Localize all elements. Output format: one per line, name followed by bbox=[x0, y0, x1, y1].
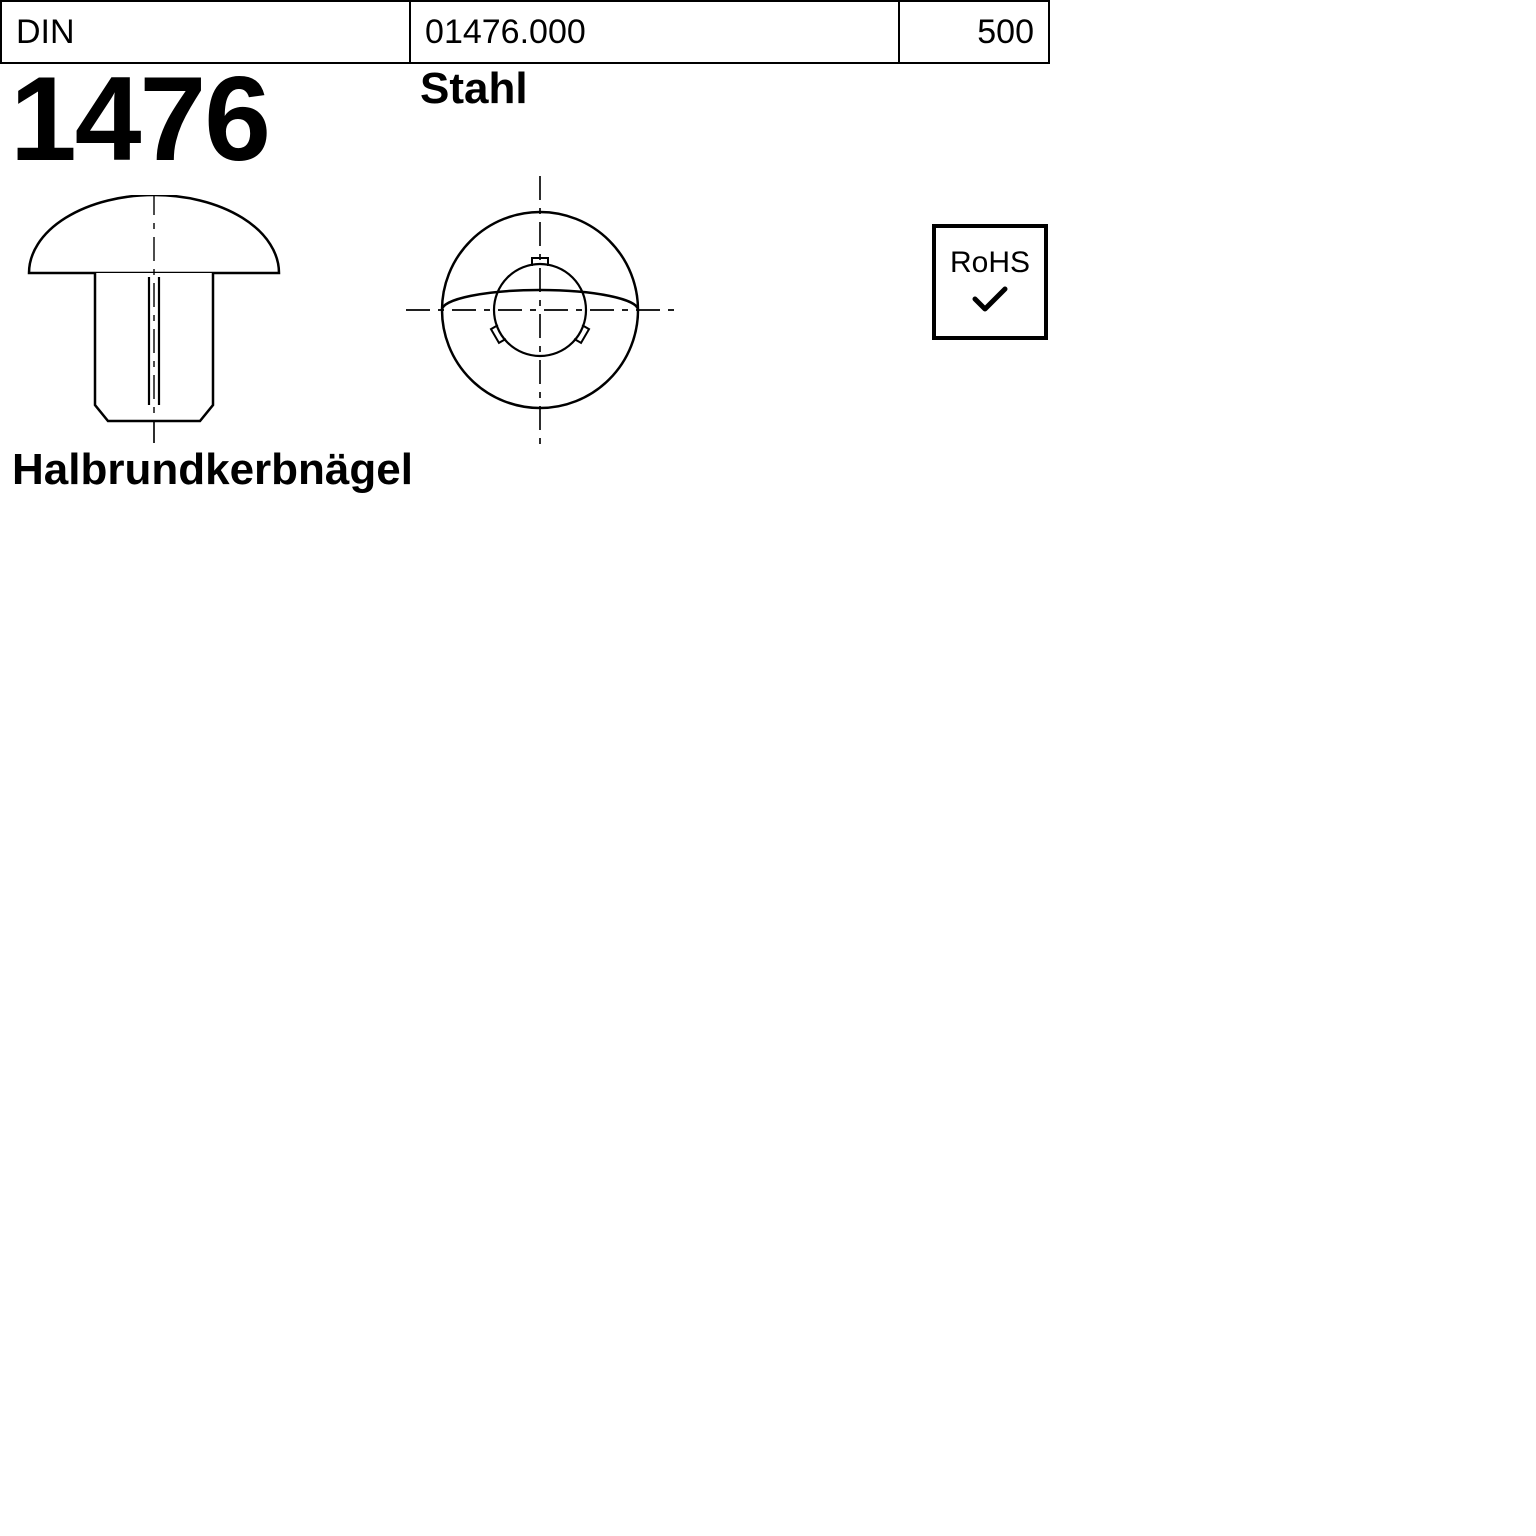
front-view-diagram bbox=[400, 170, 680, 455]
check-icon bbox=[970, 284, 1010, 319]
product-name: Halbrundkerbnägel bbox=[12, 445, 413, 495]
rohs-label: RoHS bbox=[950, 246, 1030, 280]
datasheet-page: DIN 01476.000 500 1476 Stahl bbox=[0, 0, 1536, 1536]
part-number: 1476 bbox=[10, 50, 269, 188]
header-quantity-cell: 500 bbox=[899, 1, 1049, 63]
material-label: Stahl bbox=[420, 64, 528, 114]
header-code-cell: 01476.000 bbox=[410, 1, 899, 63]
front-view-group bbox=[406, 176, 674, 444]
rohs-badge: RoHS bbox=[932, 224, 1048, 340]
side-view-diagram bbox=[8, 195, 308, 460]
